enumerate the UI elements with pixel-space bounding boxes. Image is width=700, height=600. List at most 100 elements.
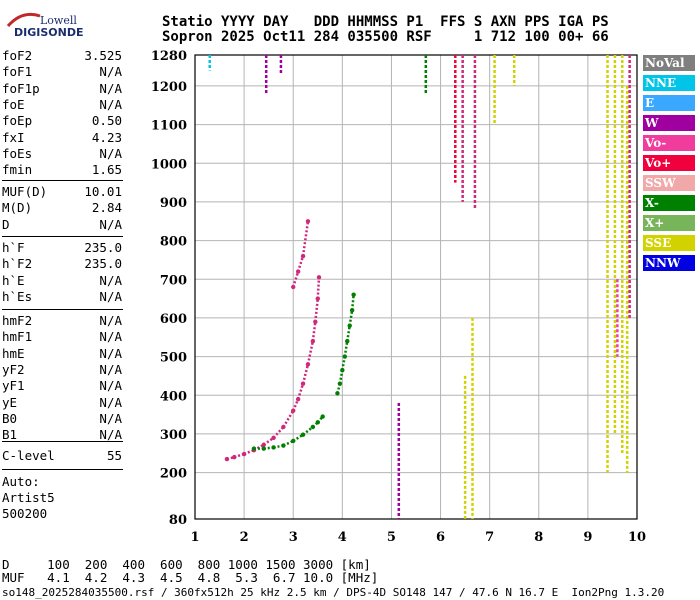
y-tick-label: 1000 — [151, 157, 187, 172]
param-value: 0.50 — [91, 113, 122, 129]
y-tick-label: 80 — [169, 513, 187, 528]
legend-item-vo-: Vo+ — [643, 155, 695, 171]
param-name: B1 — [2, 427, 18, 443]
legend-item-x-: X+ — [643, 215, 695, 231]
param-name: yE — [2, 394, 18, 410]
logo-arc-icon — [6, 12, 41, 28]
param-name: yF2 — [2, 361, 25, 377]
header-line-1: Statio YYYY DAY DDD HHMMSS P1 FFS S AXN … — [162, 14, 609, 30]
param-value: 1.65 — [91, 162, 122, 178]
x-tick-label: 10 — [628, 530, 646, 545]
param-name: fmin — [2, 162, 33, 178]
param-name: foF1 — [2, 64, 33, 80]
legend-item-e: E — [643, 95, 695, 111]
param-value: N/A — [99, 96, 122, 112]
param-value: N/A — [99, 216, 122, 232]
x-tick-label: 2 — [240, 530, 249, 545]
param-yf2: yF2 N/A — [2, 362, 122, 378]
param-value: N/A — [99, 427, 122, 443]
series-segment-3 — [292, 271, 300, 288]
legend-item-x-: X- — [643, 195, 695, 211]
x-tick-label: 6 — [436, 530, 445, 545]
separator — [2, 180, 123, 181]
y-tick-label: 700 — [160, 273, 187, 288]
y-tick-label: 800 — [160, 235, 187, 250]
series-segment-2 — [346, 325, 351, 342]
param-foep: foEp 0.50 — [2, 113, 122, 129]
param-value: N/A — [99, 288, 122, 304]
series-segment-0 — [306, 340, 315, 365]
param-hme: hmE N/A — [2, 346, 122, 362]
param-m-d-: M(D) 2.84 — [2, 200, 122, 216]
y-tick-label: 1100 — [151, 119, 187, 134]
y-tick-label: 200 — [160, 467, 187, 482]
param-hmf2: hmF2 N/A — [2, 313, 122, 329]
param-value: 10.01 — [84, 184, 122, 199]
param-name: C-level — [2, 448, 55, 463]
series-segment-2 — [348, 310, 354, 326]
param-fof1p: foF1p N/A — [2, 81, 122, 97]
y-tick-label: 1200 — [151, 80, 187, 95]
data-point-1-8 — [320, 414, 325, 419]
param-b0: B0 N/A — [2, 411, 122, 427]
param-hmf1: hmF1 N/A — [2, 329, 122, 345]
logo-bottom-text: DIGISONDE — [14, 26, 84, 39]
param-h-f: h`F 235.0 — [2, 240, 122, 256]
param-value: N/A — [99, 80, 122, 96]
series-segment-1 — [273, 444, 284, 449]
series-segment-0 — [233, 452, 245, 459]
x-tick-label: 8 — [534, 530, 543, 545]
muf-line: MUF 4.1 4.2 4.3 4.5 4.8 5.3 6.7 10.0 [MH… — [2, 570, 379, 585]
param-h-e: h`E N/A — [2, 273, 122, 289]
param-value: N/A — [99, 378, 122, 394]
x-tick-label: 7 — [485, 530, 494, 545]
series-segment-1 — [282, 439, 294, 447]
logo-top-text: Lowell — [40, 14, 77, 27]
series-segment-2 — [336, 383, 342, 394]
param-fxi: fxI 4.23 — [2, 130, 122, 146]
param-name: D — [2, 216, 10, 232]
param-name: foE — [2, 96, 25, 112]
x-tick-label: 5 — [387, 530, 396, 545]
y-tick-label: 900 — [160, 196, 187, 211]
param-value: N/A — [99, 272, 122, 288]
param-name: foEp — [2, 113, 33, 129]
series-segment-0 — [272, 426, 285, 439]
param-muf-d-: MUF(D) 10.01 — [2, 184, 122, 200]
param-name: foF2 — [2, 48, 33, 63]
footer-info: so148_2025284035500.rsf / 360fx512h 25 k… — [2, 586, 665, 599]
series-segment-0 — [282, 410, 295, 428]
auto-label: Auto: — [2, 474, 40, 489]
param-value: N/A — [99, 410, 122, 426]
series-segment-0 — [311, 321, 317, 342]
legend-item-nne: NNE — [643, 75, 695, 91]
legend-item-vo-: Vo- — [643, 135, 695, 151]
legend-item-sse: SSE — [643, 235, 695, 251]
param-ye: yE N/A — [2, 395, 122, 411]
param-value: N/A — [99, 313, 122, 328]
param-c-level: C-level 55 — [2, 448, 122, 464]
param-value: 235.0 — [84, 240, 122, 255]
y-tick-label: 500 — [160, 351, 187, 366]
separator — [2, 236, 123, 237]
header-line-2: Sopron 2025 Oct11 284 035500 RSF 1 712 1… — [162, 29, 609, 45]
param-name: hmE — [2, 345, 25, 361]
auto-artist: Artist5 — [2, 490, 55, 505]
x-tick-label: 4 — [338, 530, 347, 545]
separator — [2, 441, 123, 442]
param-name: h`F — [2, 240, 25, 255]
series-segment-1 — [316, 415, 324, 424]
series-segment-3 — [296, 255, 305, 272]
param-fmin: fmin 1.65 — [2, 162, 122, 178]
series-segment-0 — [226, 455, 235, 461]
param-fof2: foF2 3.525 — [2, 48, 122, 64]
param-name: h`E — [2, 272, 25, 288]
param-name: hmF1 — [2, 329, 33, 345]
param-value: 3.525 — [84, 48, 122, 63]
series-segment-2 — [343, 340, 349, 357]
legend-item-ssw: SSW — [643, 175, 695, 191]
distance-line: D 100 200 400 600 800 1000 1500 3000 [km… — [2, 557, 371, 572]
lowell-digisonde-logo: Lowell DIGISONDE — [4, 8, 83, 42]
param-value: 2.84 — [91, 200, 122, 216]
y-tick-label: 1280 — [151, 49, 187, 64]
